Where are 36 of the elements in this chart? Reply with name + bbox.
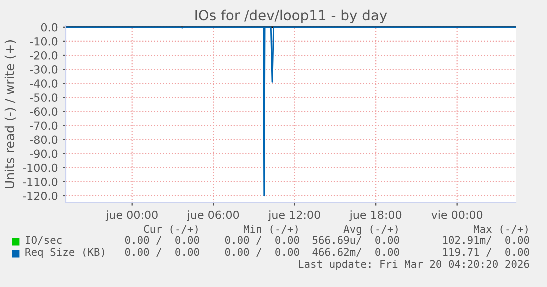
text: 102.91m/ 0.00 bbox=[443, 236, 530, 245]
text: 566.69u/ 0.00 bbox=[312, 236, 400, 245]
x-tick-label: jue 06:00 bbox=[187, 210, 240, 222]
text: Cur (-/+) bbox=[144, 225, 198, 234]
text: 0.00 / 0.00 bbox=[225, 236, 300, 245]
y-tick-label: -60.0 bbox=[30, 108, 58, 116]
y-axis-title: Units read (-) / write (+) bbox=[4, 40, 16, 188]
x-tick-label: jue 00:00 bbox=[106, 210, 158, 222]
y-tick-label: -100.0 bbox=[23, 164, 58, 172]
x-tick-label: jue 18:00 bbox=[350, 210, 402, 222]
y-tick-label: 0.0 bbox=[41, 23, 58, 32]
text: Max (-/+) bbox=[474, 225, 528, 234]
y-tick-label: -110.0 bbox=[23, 178, 58, 186]
text: 0.00 / 0.00 bbox=[225, 248, 300, 257]
y-tick-label: -10.0 bbox=[30, 37, 58, 46]
y-tick-label: -80.0 bbox=[30, 136, 58, 144]
y-tick-label: -120.0 bbox=[23, 192, 58, 200]
legend-label: Req Size (KB) bbox=[26, 248, 104, 258]
line-series bbox=[66, 26, 516, 197]
x-tick-label: jue 12:00 bbox=[268, 210, 320, 222]
y-tick-label: -30.0 bbox=[30, 66, 58, 74]
chart-title: IOs for /dev/loop11 - by day bbox=[196, 10, 388, 24]
legend-label: IO/sec bbox=[26, 236, 62, 245]
y-tick-label: -20.0 bbox=[30, 51, 58, 60]
text: 0.00 / 0.00 bbox=[125, 248, 200, 257]
y-tick-label: -40.0 bbox=[30, 80, 58, 88]
x-tick-label: vie 00:00 bbox=[432, 210, 483, 220]
y-tick-label: -50.0 bbox=[30, 94, 58, 102]
text: 466.62m/ 0.00 bbox=[312, 248, 400, 257]
y-tick-label: -70.0 bbox=[30, 122, 58, 130]
text: 0.00 / 0.00 bbox=[125, 236, 200, 245]
text: 119.71 / 0.00 bbox=[443, 248, 530, 257]
text: Avg (-/+) bbox=[344, 225, 398, 236]
text: Last update: Fri Mar 20 04:20:20 2026 bbox=[299, 260, 530, 270]
y-tick-label: -90.0 bbox=[30, 150, 58, 158]
text: Min (-/+) bbox=[244, 225, 298, 234]
